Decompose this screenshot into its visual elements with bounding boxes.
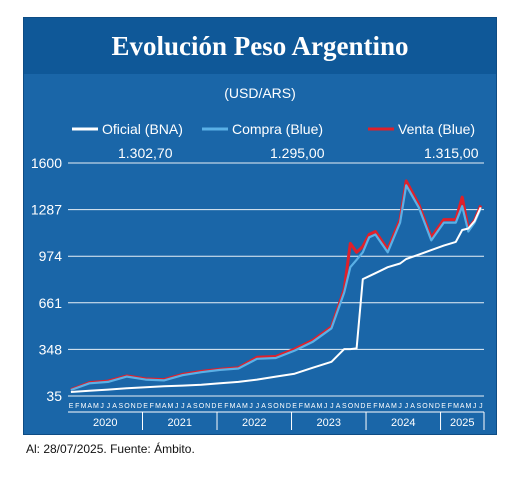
footer-note: Al: 28/07/2025. Fuente: Ámbito.: [26, 442, 195, 456]
x-month-label: O: [124, 403, 130, 410]
x-month-label: A: [87, 403, 92, 410]
x-month-label: D: [286, 403, 291, 410]
x-month-label: A: [112, 403, 117, 410]
x-month-label: O: [348, 403, 354, 410]
x-month-label: A: [162, 403, 167, 410]
x-month-label: N: [280, 403, 285, 410]
x-month-label: S: [267, 403, 272, 410]
x-month-label: J: [249, 403, 253, 410]
legend: Oficial (BNA) 1.302,70 Compra (Blue) 1.295,…: [72, 121, 479, 161]
x-month-label: A: [261, 403, 266, 410]
x-month-label: F: [299, 403, 303, 410]
x-month-label: E: [441, 403, 446, 410]
x-month-label: F: [150, 403, 154, 410]
y-tick-label: 35: [46, 388, 62, 404]
x-month-label: M: [317, 403, 323, 410]
x-month-label: N: [354, 403, 359, 410]
series-layer: [70, 179, 483, 393]
legend-last-value: 1.302,70: [118, 145, 173, 161]
x-month-label: J: [175, 403, 179, 410]
legend-label: Compra (Blue): [232, 121, 323, 137]
x-month-label: M: [168, 403, 174, 410]
x-month-label: J: [100, 403, 104, 410]
x-month-label: E: [367, 403, 372, 410]
x-month-label: A: [187, 403, 192, 410]
x-month-label: M: [304, 403, 310, 410]
x-month-label: S: [193, 403, 198, 410]
x-month-label: D: [435, 403, 440, 410]
x-year-label: 2024: [391, 417, 415, 429]
x-month-label: M: [81, 403, 87, 410]
y-tick-label: 974: [39, 248, 63, 264]
x-month-label: N: [131, 403, 136, 410]
chart-plot: (USD/ARS) Oficial (BNA) 1.302,70 Compra (B…: [31, 85, 485, 430]
y-axis: 1600 1287 974 661 348 35: [31, 155, 62, 404]
x-month-label: J: [405, 403, 409, 410]
x-month-label: F: [373, 403, 377, 410]
x-month-label: A: [311, 403, 316, 410]
y-tick-label: 348: [39, 341, 63, 357]
x-month-label: J: [256, 403, 260, 410]
grid: [68, 162, 484, 397]
legend-last-value: 1.315,00: [424, 145, 479, 161]
x-month-label: M: [391, 403, 397, 410]
x-month-label: E: [143, 403, 148, 410]
x-month-label: D: [211, 403, 216, 410]
x-month-label: N: [429, 403, 434, 410]
x-year-label: 2020: [93, 417, 117, 429]
series-line-0: [70, 206, 482, 393]
chart-card: Evolución Peso Argentino (USD/ARS) Ofici…: [23, 17, 497, 435]
x-month-label: A: [385, 403, 390, 410]
x-month-label: F: [448, 403, 452, 410]
x-month-label: D: [360, 403, 365, 410]
x-month-label: J: [324, 403, 328, 410]
x-month-label: M: [453, 403, 459, 410]
x-month-label: M: [93, 403, 99, 410]
x-month-label: E: [218, 403, 223, 410]
x-month-label: A: [336, 403, 341, 410]
x-month-label: J: [330, 403, 334, 410]
legend-label: Oficial (BNA): [102, 121, 183, 137]
x-month-label: N: [205, 403, 210, 410]
x-month-label: O: [273, 403, 279, 410]
chart-subtitle: (USD/ARS): [224, 85, 296, 101]
x-year-label: 2022: [242, 417, 266, 429]
y-tick-label: 661: [39, 295, 63, 311]
series-line-1: [70, 184, 482, 392]
x-month-label: J: [479, 403, 483, 410]
x-month-label: M: [379, 403, 385, 410]
x-month-label: D: [137, 403, 142, 410]
x-month-label: J: [473, 403, 477, 410]
x-month-label: M: [155, 403, 161, 410]
x-year-label: 2023: [317, 417, 341, 429]
x-month-label: S: [342, 403, 347, 410]
x-month-label: E: [292, 403, 297, 410]
legend-label: Venta (Blue): [398, 121, 475, 137]
x-year-label: 2025: [450, 417, 474, 429]
x-month-label: O: [199, 403, 205, 410]
x-month-label: E: [69, 403, 74, 410]
x-month-label: J: [181, 403, 185, 410]
x-month-label: S: [118, 403, 123, 410]
x-month-label: S: [416, 403, 421, 410]
x-month-label: A: [236, 403, 241, 410]
chart-title: Evolución Peso Argentino: [24, 18, 496, 74]
x-month-label: J: [398, 403, 402, 410]
x-month-label: M: [230, 403, 236, 410]
x-month-label: J: [107, 403, 111, 410]
x-month-label: F: [224, 403, 228, 410]
x-month-label: O: [422, 403, 428, 410]
x-month-label: M: [242, 403, 248, 410]
x-month-label: A: [410, 403, 415, 410]
x-year-label: 2021: [168, 417, 192, 429]
legend-last-value: 1.295,00: [270, 145, 325, 161]
x-month-label: M: [466, 403, 472, 410]
y-tick-label: 1600: [31, 155, 62, 171]
x-month-label: A: [460, 403, 465, 410]
y-tick-label: 1287: [31, 202, 62, 218]
x-month-label: F: [75, 403, 79, 410]
